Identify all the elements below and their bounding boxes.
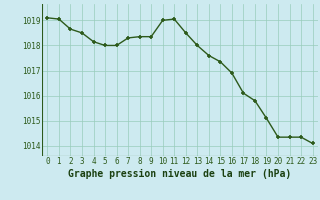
X-axis label: Graphe pression niveau de la mer (hPa): Graphe pression niveau de la mer (hPa) xyxy=(68,169,292,179)
